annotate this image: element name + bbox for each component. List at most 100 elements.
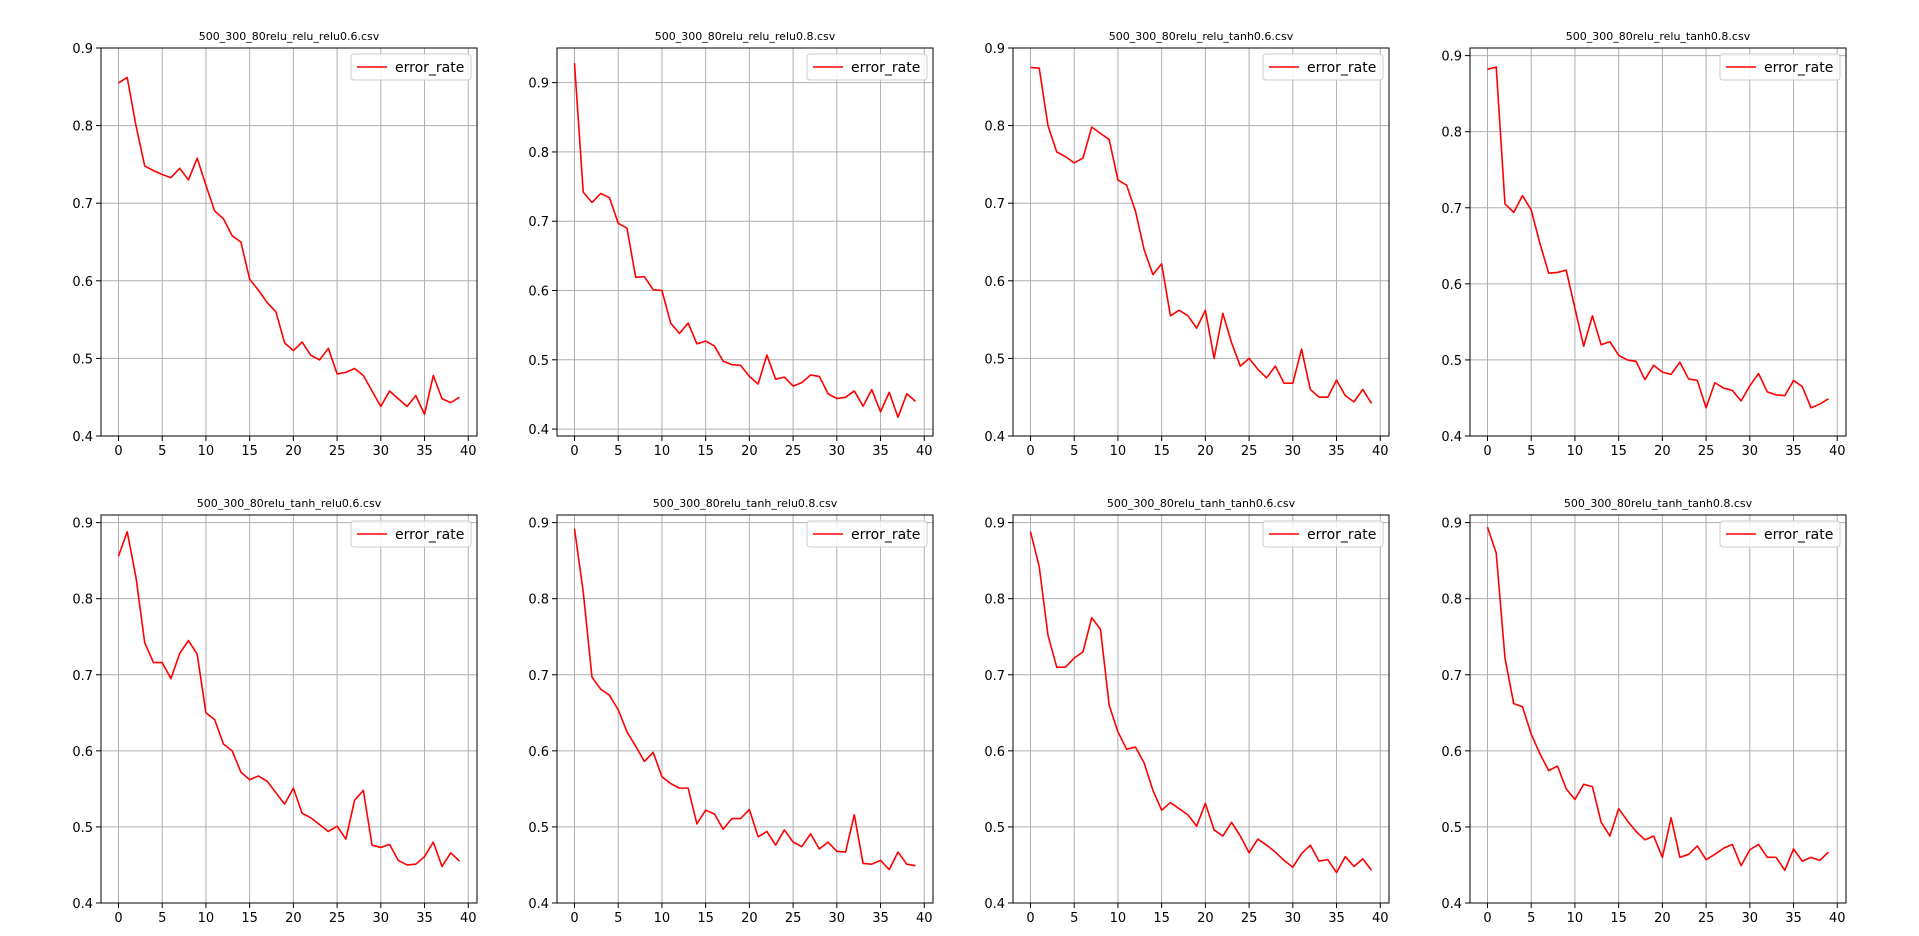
y-tick-label: 0.4 — [1441, 430, 1462, 445]
y-tick-label: 0.7 — [1441, 202, 1462, 217]
axes-frame — [100, 47, 478, 437]
x-tick-label: 5 — [614, 444, 622, 459]
x-tick-label: 0 — [1026, 444, 1034, 459]
y-tick-label: 0.7 — [984, 197, 1005, 212]
x-tick-label: 10 — [1110, 444, 1127, 459]
y-tick-label: 0.9 — [528, 517, 549, 532]
x-tick-label: 25 — [329, 911, 346, 926]
legend-label: error_rate — [1307, 527, 1376, 543]
y-tick-label: 0.8 — [984, 120, 1005, 135]
y-tick-label: 0.6 — [984, 275, 1005, 290]
legend-box — [1262, 520, 1384, 548]
x-tick-label: 0 — [570, 911, 578, 926]
axes-frame — [100, 514, 478, 904]
x-tick-label: 35 — [1328, 444, 1345, 459]
y-tick-label: 0.4 — [984, 897, 1005, 912]
x-tick-label: 0 — [570, 444, 578, 459]
x-tick-label: 0 — [1483, 444, 1491, 459]
y-tick-label: 0.6 — [1441, 745, 1462, 760]
x-tick-label: 5 — [158, 911, 166, 926]
legend-label: error_rate — [851, 527, 920, 543]
x-tick-label: 30 — [1742, 444, 1759, 459]
axes-frame — [1469, 47, 1847, 437]
axes-frame — [556, 47, 934, 437]
subplot-5: 0 5 10 15 20 25 30 35 40 0.4 0.5 0.6 0.7 0.8 0.9 500_30… — [72, 497, 478, 926]
series-line-error-rate — [1487, 66, 1829, 409]
x-tick-label: 0 — [1026, 911, 1034, 926]
y-tick-label: 0.6 — [1441, 278, 1462, 293]
y-tick-label: 0.5 — [72, 352, 93, 367]
x-tick-label: 20 — [285, 911, 302, 926]
x-tick-label: 5 — [1527, 444, 1535, 459]
y-tick-label: 0.5 — [984, 352, 1005, 367]
x-tick-label: 35 — [416, 911, 433, 926]
subplot-title: 500_300_80relu_relu_tanh0.6.csv — [1109, 30, 1294, 43]
x-tick-label: 0 — [114, 444, 122, 459]
x-tick-label: 10 — [1567, 444, 1584, 459]
y-tick-label: 0.8 — [72, 120, 93, 135]
x-tick-label: 25 — [1698, 911, 1715, 926]
x-tick-label: 35 — [1328, 911, 1345, 926]
x-tick-label: 25 — [329, 444, 346, 459]
x-tick-label: 30 — [373, 444, 390, 459]
subplot-title: 500_300_80relu_tanh_tanh0.8.csv — [1564, 497, 1753, 510]
y-tick-label: 0.5 — [72, 821, 93, 836]
legend-label: error_rate — [851, 60, 920, 76]
x-tick-label: 40 — [916, 911, 933, 926]
x-tick-label: 30 — [373, 911, 390, 926]
subplot-2: 0 5 10 15 20 25 30 35 40 0.4 0.5 0.6 0.7 0.8 0.9 500_30… — [528, 30, 934, 459]
legend-label: error_rate — [1764, 60, 1833, 76]
subplot-title: 500_300_80relu_tanh_relu0.8.csv — [653, 497, 838, 510]
subplot-7: 0 5 10 15 20 25 30 35 40 0.4 0.5 0.6 0.7 0.8 0.9 500_30… — [984, 497, 1390, 926]
legend-box — [350, 520, 472, 548]
y-tick-label: 0.8 — [528, 593, 549, 608]
y-tick-label: 0.9 — [528, 77, 549, 92]
x-tick-label: 15 — [1153, 911, 1170, 926]
y-tick-label: 0.4 — [528, 423, 549, 438]
x-tick-label: 40 — [916, 444, 933, 459]
legend-label: error_rate — [395, 60, 464, 76]
x-tick-label: 20 — [285, 444, 302, 459]
subplot-8: 0 5 10 15 20 25 30 35 40 0.4 0.5 0.6 0.7 0.8 0.9 500_30… — [1441, 497, 1847, 926]
y-tick-label: 0.6 — [72, 275, 93, 290]
x-tick-label: 20 — [1197, 444, 1214, 459]
subplot-6: 0 5 10 15 20 25 30 35 40 0.4 0.5 0.6 0.7 0.8 0.9 500_30… — [528, 497, 934, 926]
y-tick-label: 0.9 — [984, 42, 1005, 57]
x-tick-label: 0 — [114, 911, 122, 926]
x-tick-label: 10 — [654, 444, 671, 459]
y-tick-label: 0.4 — [72, 897, 93, 912]
legend-box — [1719, 520, 1841, 548]
x-tick-label: 35 — [872, 444, 889, 459]
subplot-1: 0 5 10 15 20 25 30 35 40 0.4 0.5 0.6 0.7 0.8 0.9 500_30… — [72, 30, 478, 459]
y-tick-label: 0.7 — [72, 197, 93, 212]
legend-label: error_rate — [1764, 527, 1833, 543]
y-tick-label: 0.7 — [72, 669, 93, 684]
series-line-error-rate — [573, 63, 917, 419]
x-tick-label: 35 — [872, 911, 889, 926]
y-tick-label: 0.6 — [984, 745, 1005, 760]
subplot-title: 500_300_80relu_tanh_tanh0.6.csv — [1107, 497, 1296, 510]
y-tick-label: 0.8 — [1441, 593, 1462, 608]
y-tick-label: 0.6 — [528, 285, 549, 300]
y-tick-label: 0.5 — [1441, 821, 1462, 836]
series-line-error-rate — [118, 76, 460, 416]
legend-box — [806, 53, 928, 81]
y-tick-label: 0.8 — [528, 146, 549, 161]
x-tick-label: 25 — [1241, 911, 1258, 926]
y-tick-label: 0.5 — [528, 354, 549, 369]
axes-frame — [1012, 47, 1390, 437]
x-tick-label: 20 — [1197, 911, 1214, 926]
x-tick-label: 35 — [1785, 911, 1802, 926]
x-tick-label: 10 — [1567, 911, 1584, 926]
y-tick-label: 0.8 — [1441, 126, 1462, 141]
x-tick-label: 15 — [697, 444, 714, 459]
x-tick-label: 5 — [1527, 911, 1535, 926]
x-tick-label: 40 — [460, 911, 477, 926]
y-tick-label: 0.7 — [984, 669, 1005, 684]
x-tick-label: 5 — [1070, 444, 1078, 459]
y-tick-label: 0.4 — [1441, 897, 1462, 912]
y-tick-label: 0.9 — [72, 42, 93, 57]
x-tick-label: 5 — [614, 911, 622, 926]
